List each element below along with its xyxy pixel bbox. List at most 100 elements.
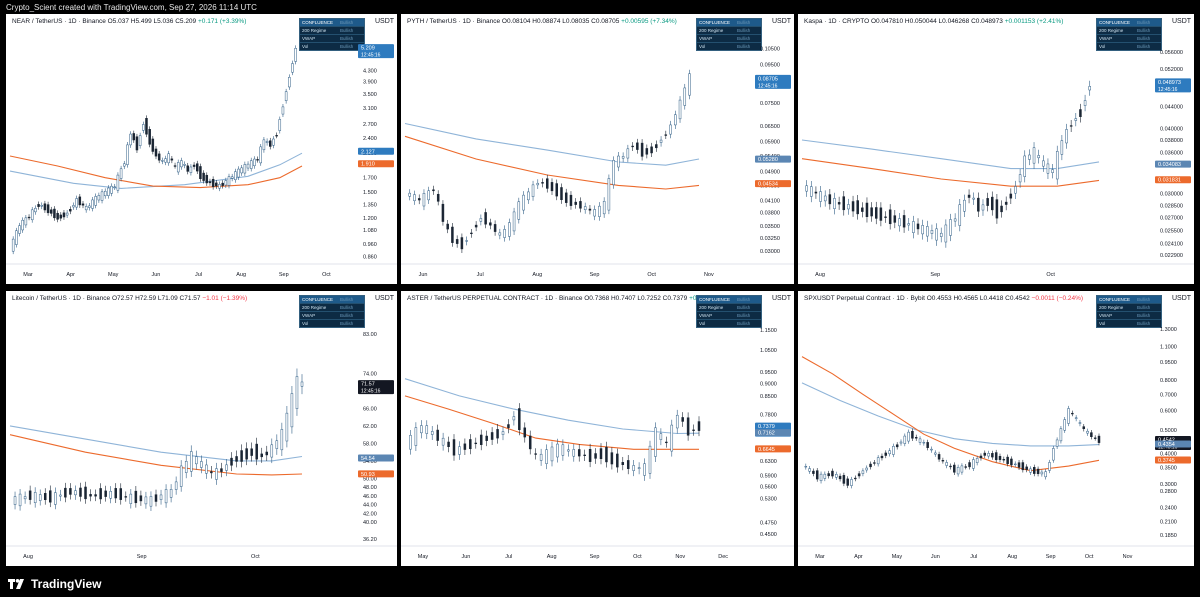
candle-body — [1090, 432, 1093, 437]
candle-body — [561, 444, 565, 456]
y-tick-label: 0.028500 — [1160, 203, 1183, 209]
price-label-text: 0.034083 — [1158, 162, 1181, 168]
chart-panel[interactable]: SPXUSDT Perpetual Contract · 1D · Bybit … — [798, 291, 1194, 566]
y-tick-label: 0.040000 — [1160, 126, 1183, 132]
candle-body — [1074, 118, 1078, 121]
candle-body — [967, 194, 971, 198]
price-label-text: 0.3745 — [1158, 458, 1175, 464]
price-chart[interactable]: 0.056000 0.052000 0.044000 0.040000 0.038000… — [798, 14, 1194, 284]
candle-body — [636, 142, 639, 150]
chart-panel[interactable]: NEAR / TetherUS · 1D · Binance O5.037 H5… — [6, 14, 397, 284]
candle-body — [626, 460, 630, 469]
candle-body — [164, 158, 167, 163]
candle-body — [527, 191, 530, 201]
candle-body — [518, 408, 521, 431]
candle-body — [161, 160, 164, 162]
price-label-text: 0.05280 — [758, 157, 778, 163]
candle-body — [621, 462, 625, 465]
price-chart[interactable]: 83.00 74.00 66.00 62.00 58.00 54.00 50.00 48.00… — [6, 291, 397, 566]
price-chart[interactable]: 4.9004.3003.9003.5003.1002.7002.4002.100… — [6, 14, 397, 284]
confluence-row: 200 Regime Bullish — [697, 26, 761, 34]
confluence-value: Bullish — [737, 36, 751, 41]
candle-body — [1069, 125, 1073, 127]
price-label-box — [755, 445, 791, 453]
candle-body — [987, 453, 990, 457]
candle-body — [99, 488, 102, 500]
x-axis: Aug Sep Oct — [23, 554, 260, 560]
candle-body — [850, 479, 853, 486]
candle-body — [944, 224, 948, 243]
chart-header: SPXUSDT Perpetual Contract · 1D · Bybit … — [804, 295, 1083, 302]
confluence-table: CONFLUENCE Bullish 200 Regime Bullish VWAP Bu… — [299, 295, 365, 328]
chart-panel[interactable]: Kaspa · 1D · CRYPTO O0.047810 H0.050044 … — [798, 14, 1194, 284]
symbol-title[interactable]: NEAR / TetherUS · 1D · Binance — [12, 18, 108, 25]
x-tick-label: Sep — [590, 554, 600, 560]
candle-body — [240, 167, 243, 174]
symbol-title[interactable]: Kaspa · 1D · CRYPTO — [804, 18, 871, 25]
chart-panel[interactable]: PYTH / TetherUS · 1D · Binance O0.08104 … — [401, 14, 794, 284]
chart-panel[interactable]: Litecoin / TetherUS · 1D · Binance O72.5… — [6, 291, 397, 566]
candle-body — [842, 196, 846, 211]
candle-body — [1044, 471, 1047, 478]
price-label-text: 0.031831 — [1158, 178, 1181, 184]
symbol-title[interactable]: SPXUSDT Perpetual Contract · 1D · Bybit — [804, 295, 927, 302]
y-tick-label: 0.03800 — [760, 211, 780, 217]
chart-panel[interactable]: ASTER / TetherUS PERPETUAL CONTRACT · 1D… — [401, 291, 794, 566]
countdown-label-text: 12:45:16 — [361, 389, 381, 395]
symbol-title[interactable]: PYTH / TetherUS · 1D · Binance — [407, 18, 502, 25]
x-tick-label: Oct — [251, 554, 260, 560]
y-tick-label: 0.025500 — [1160, 229, 1183, 235]
confluence-value: Bullish — [340, 321, 354, 326]
candle-body — [38, 494, 42, 501]
candle-body — [284, 91, 288, 101]
y-tick-label: 3.100 — [363, 106, 377, 112]
candles — [409, 403, 701, 481]
candle-body — [602, 201, 606, 215]
x-tick-label: Sep — [930, 272, 940, 278]
candle-body — [436, 429, 439, 441]
ohlc-values: O0.4553 H0.4565 L0.4418 C0.4542 — [926, 295, 1032, 302]
confluence-row: 200 Regime Bullish — [697, 303, 761, 311]
moving-average-orange-line — [9, 155, 303, 189]
price-chart[interactable]: 1.15001.05000.95000.90000.85000.78000.74… — [401, 291, 794, 566]
candle-body — [888, 450, 891, 455]
y-tick-label: 0.4750 — [760, 520, 777, 526]
candle-body — [37, 204, 40, 207]
candle-body — [215, 468, 218, 480]
y-tick-label: 0.038000 — [1160, 138, 1183, 144]
candle-body — [27, 216, 31, 219]
x-tick-label: Sep — [279, 272, 289, 278]
y-tick-label: 0.022900 — [1160, 253, 1183, 259]
candle-body — [599, 448, 603, 460]
candle-body — [876, 457, 880, 465]
y-tick-label: 0.10500 — [760, 47, 780, 53]
candle-body — [104, 490, 107, 497]
y-tick-label: 0.8500 — [760, 394, 777, 400]
y-tick-label: 0.2800 — [1160, 489, 1177, 495]
candle-body — [810, 186, 813, 197]
candle-body — [912, 221, 915, 233]
candle-body — [460, 237, 464, 250]
y-tick-label: 1.080 — [363, 228, 377, 234]
tradingview-brand[interactable]: TradingView — [8, 577, 101, 591]
y-tick-label: 0.05900 — [760, 140, 780, 146]
y-tick-label: 1.500 — [363, 190, 377, 196]
candle-body — [81, 203, 85, 206]
candle-body — [659, 433, 663, 440]
candle-body — [903, 435, 907, 444]
symbol-title[interactable]: ASTER / TetherUS PERPETUAL CONTRACT · 1D… — [407, 295, 585, 302]
candle-body — [594, 453, 597, 459]
price-chart[interactable]: 1.3000 1.1000 0.9500 0.8000 0.7000 0.6000 0.50… — [798, 291, 1194, 566]
candle-body — [43, 493, 47, 501]
symbol-title[interactable]: Litecoin / TetherUS · 1D · Binance — [12, 295, 112, 302]
x-tick-label: Dec — [718, 554, 728, 560]
candle-body — [109, 491, 112, 499]
candle-body — [474, 442, 478, 445]
candle-body — [210, 471, 213, 474]
candles — [804, 405, 1101, 489]
candle-body — [474, 224, 478, 228]
candle-body — [144, 496, 148, 505]
price-chart[interactable]: 0.105000.095000.085000.075000.065000.059… — [401, 14, 794, 284]
confluence-key: 200 Regime — [1099, 28, 1124, 33]
price-label-box — [1155, 78, 1191, 93]
